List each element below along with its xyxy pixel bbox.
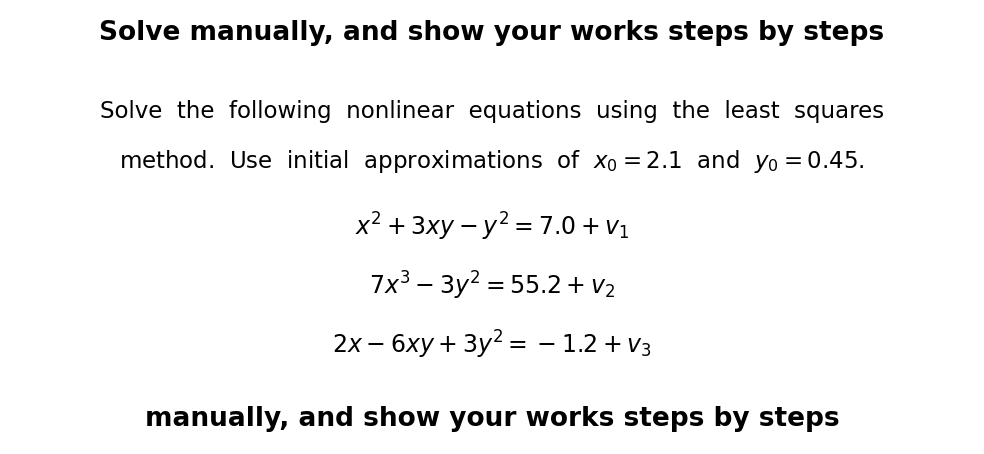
Text: manually, and show your works steps by steps: manually, and show your works steps by s…: [145, 406, 839, 432]
Text: Solve manually, and show your works steps by steps: Solve manually, and show your works step…: [99, 20, 885, 46]
Text: method.  Use  initial  approximations  of  $x_0 = 2.1$  and  $y_0 = 0.45$.: method. Use initial approximations of $x…: [119, 148, 865, 174]
Text: $x^2 + 3xy - y^2 = 7.0 + v_1$: $x^2 + 3xy - y^2 = 7.0 + v_1$: [354, 211, 630, 243]
Text: $2x - 6xy + 3y^2 = -1.2 + v_3$: $2x - 6xy + 3y^2 = -1.2 + v_3$: [332, 329, 652, 361]
Text: Solve  the  following  nonlinear  equations  using  the  least  squares: Solve the following nonlinear equations …: [100, 100, 884, 123]
Text: $7x^3 - 3y^2 = 55.2 + v_2$: $7x^3 - 3y^2 = 55.2 + v_2$: [369, 270, 615, 302]
